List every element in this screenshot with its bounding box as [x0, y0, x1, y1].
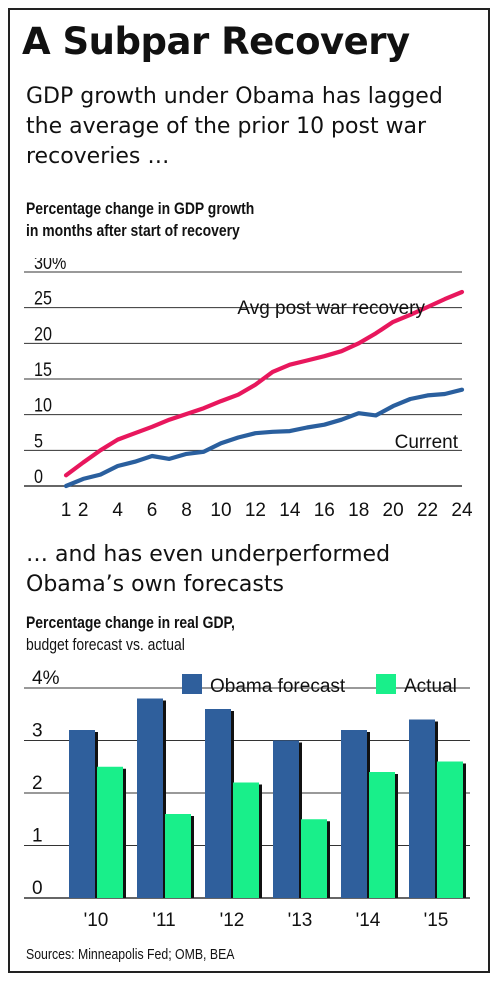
y-tick-label: 3: [32, 721, 43, 742]
y-tick-label: 25: [34, 287, 52, 309]
forecast-bar: [69, 730, 95, 898]
x-tick-label: 18: [348, 500, 369, 521]
actual-bar: [301, 819, 327, 898]
x-tick-label: '15: [424, 910, 449, 931]
y-tick-label: 0: [32, 878, 43, 899]
x-tick-label: 20: [383, 500, 404, 521]
x-tick-label: '14: [356, 910, 381, 931]
x-tick-label: '12: [220, 910, 245, 931]
x-tick-label: 1: [61, 500, 72, 521]
bar-chart: 0 1 2 3 4% '10 '11 '12 '13 '14 '15 Obama forecast Ac…: [24, 668, 470, 931]
y-tick-label: 10: [34, 394, 52, 416]
actual-bar: [369, 772, 395, 898]
legend-label-actual: Actual: [404, 676, 457, 697]
current-line: [63, 387, 465, 489]
legend-swatch-actual: [376, 674, 396, 694]
x-tick-label: 14: [279, 500, 301, 521]
forecast-bar: [137, 698, 163, 898]
actual-bar: [97, 766, 123, 898]
legend-swatch-forecast: [182, 674, 202, 694]
y-tick-label: 20: [34, 323, 52, 345]
current-label: Current: [395, 432, 459, 453]
actual-bar: [437, 761, 463, 898]
x-tick-label: 8: [181, 500, 192, 521]
x-tick-label: 10: [210, 500, 231, 521]
x-tick-label: 12: [245, 500, 266, 521]
x-tick-label: '13: [288, 910, 313, 931]
actual-bar: [233, 782, 259, 898]
x-tick-label: 6: [147, 500, 158, 521]
x-tick-label: 2: [78, 500, 89, 521]
x-tick-label: '10: [84, 910, 109, 931]
forecast-bar: [273, 740, 299, 898]
x-tick-label: 16: [314, 500, 335, 521]
line-chart-subtitle: in months after start of recovery: [26, 221, 240, 240]
x-tick-label: 22: [417, 500, 438, 521]
bar-chart-subtitle: budget forecast vs. actual: [26, 635, 185, 654]
y-tick-label: 5: [34, 430, 43, 452]
y-tick-label: 0: [34, 466, 43, 488]
forecast-bar: [205, 709, 231, 898]
x-tick-label: 24: [451, 500, 473, 521]
y-tick-label: 2: [32, 773, 43, 794]
y-tick-label: 1: [32, 826, 43, 847]
forecast-bar: [341, 730, 367, 898]
line-chart-title: Percentage change in GDP growth: [26, 199, 255, 218]
section2-heading: … and has even underperformed Obama’s ow…: [26, 542, 391, 597]
avg-recovery-label: Avg post war recovery: [237, 298, 425, 319]
forecast-bar: [409, 719, 435, 898]
y-tick-label: 4%: [32, 668, 60, 689]
bar-chart-heading: Percentage change in real GDP, budget fo…: [26, 612, 235, 656]
subtitle: GDP growth under Obama has lagged the av…: [26, 84, 443, 169]
legend-label-forecast: Obama forecast: [210, 676, 346, 697]
y-tick-label: 15: [34, 359, 52, 381]
actual-bar: [165, 814, 191, 898]
headline: A Subpar Recovery: [22, 20, 410, 63]
y-tick-label: 30%: [34, 258, 67, 273]
line-chart-heading: Percentage change in GDP growth in month…: [26, 198, 254, 242]
sources-note: Sources: Minneapolis Fed; OMB, BEA: [26, 946, 235, 963]
avg-recovery-line: [63, 289, 465, 478]
x-tick-label: '11: [152, 910, 175, 931]
bar-chart-title: Percentage change in real GDP,: [26, 613, 235, 632]
x-tick-label: 4: [112, 500, 123, 521]
